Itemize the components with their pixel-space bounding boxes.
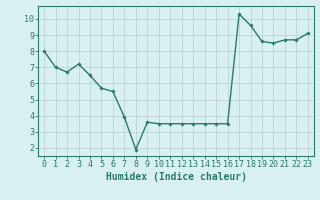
X-axis label: Humidex (Indice chaleur): Humidex (Indice chaleur) (106, 172, 246, 182)
